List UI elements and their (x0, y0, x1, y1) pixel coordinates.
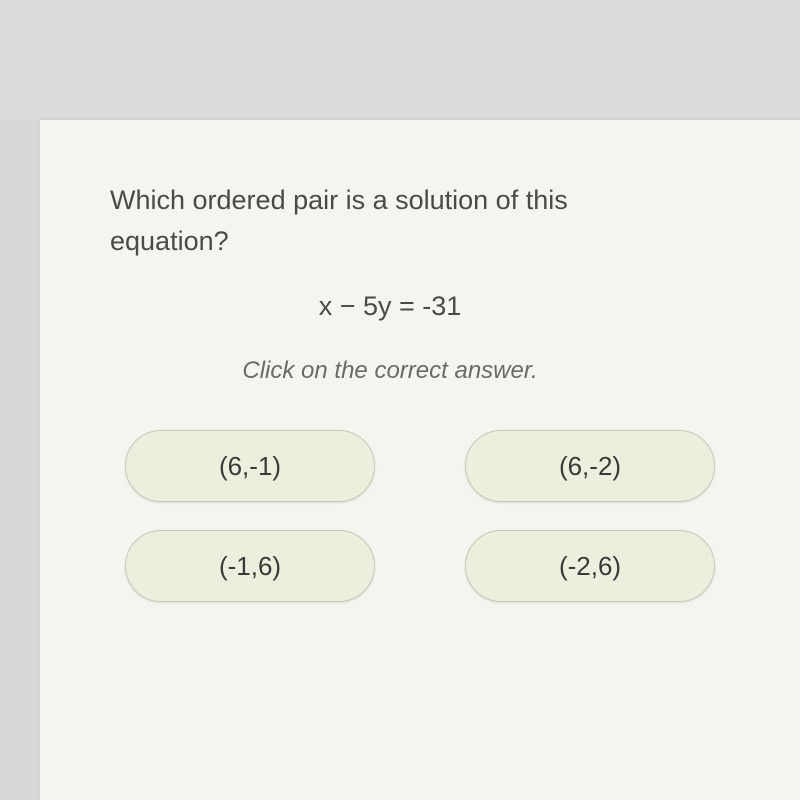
answer-option-3[interactable]: (-1,6) (125, 530, 375, 602)
answer-option-4-label: (-2,6) (559, 551, 621, 582)
question-prompt-line1: Which ordered pair is a solution of this (110, 185, 568, 215)
instruction-text: Click on the correct answer. (50, 357, 730, 385)
answers-grid: (6,-1) (6,-2) (-1,6) (-2,6) (110, 430, 730, 602)
answer-option-2[interactable]: (6,-2) (465, 430, 715, 502)
question-card: Which ordered pair is a solution of this… (40, 120, 800, 800)
top-bar (0, 0, 800, 120)
answer-option-3-label: (-1,6) (219, 551, 281, 582)
answer-option-4[interactable]: (-2,6) (465, 530, 715, 602)
equation-text: x − 5y = -31 (50, 291, 730, 322)
answer-option-1[interactable]: (6,-1) (125, 430, 375, 502)
answer-option-1-label: (6,-1) (219, 451, 281, 482)
answer-option-2-label: (6,-2) (559, 451, 621, 482)
question-prompt: Which ordered pair is a solution of this… (110, 180, 730, 261)
question-prompt-line2: equation? (110, 226, 229, 256)
